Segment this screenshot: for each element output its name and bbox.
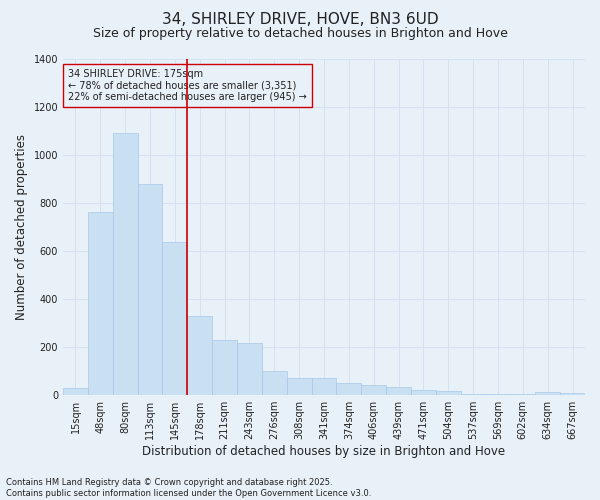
Bar bbox=[361, 385, 386, 394]
Text: Size of property relative to detached houses in Brighton and Hove: Size of property relative to detached ho… bbox=[92, 28, 508, 40]
Bar bbox=[137, 184, 163, 394]
X-axis label: Distribution of detached houses by size in Brighton and Hove: Distribution of detached houses by size … bbox=[142, 444, 506, 458]
Bar bbox=[560, 393, 585, 394]
Bar bbox=[386, 387, 411, 394]
Bar bbox=[163, 242, 187, 394]
Bar bbox=[212, 340, 237, 394]
Bar bbox=[63, 388, 88, 394]
Bar bbox=[113, 134, 137, 394]
Bar bbox=[436, 390, 461, 394]
Bar bbox=[262, 370, 287, 394]
Y-axis label: Number of detached properties: Number of detached properties bbox=[15, 134, 28, 320]
Text: 34, SHIRLEY DRIVE, HOVE, BN3 6UD: 34, SHIRLEY DRIVE, HOVE, BN3 6UD bbox=[161, 12, 439, 28]
Bar bbox=[187, 316, 212, 394]
Text: Contains HM Land Registry data © Crown copyright and database right 2025.
Contai: Contains HM Land Registry data © Crown c… bbox=[6, 478, 371, 498]
Bar bbox=[287, 378, 311, 394]
Bar bbox=[411, 390, 436, 394]
Bar bbox=[88, 212, 113, 394]
Bar bbox=[337, 382, 361, 394]
Bar bbox=[237, 343, 262, 394]
Bar bbox=[535, 392, 560, 394]
Bar bbox=[311, 378, 337, 394]
Text: 34 SHIRLEY DRIVE: 175sqm
← 78% of detached houses are smaller (3,351)
22% of sem: 34 SHIRLEY DRIVE: 175sqm ← 78% of detach… bbox=[68, 69, 307, 102]
